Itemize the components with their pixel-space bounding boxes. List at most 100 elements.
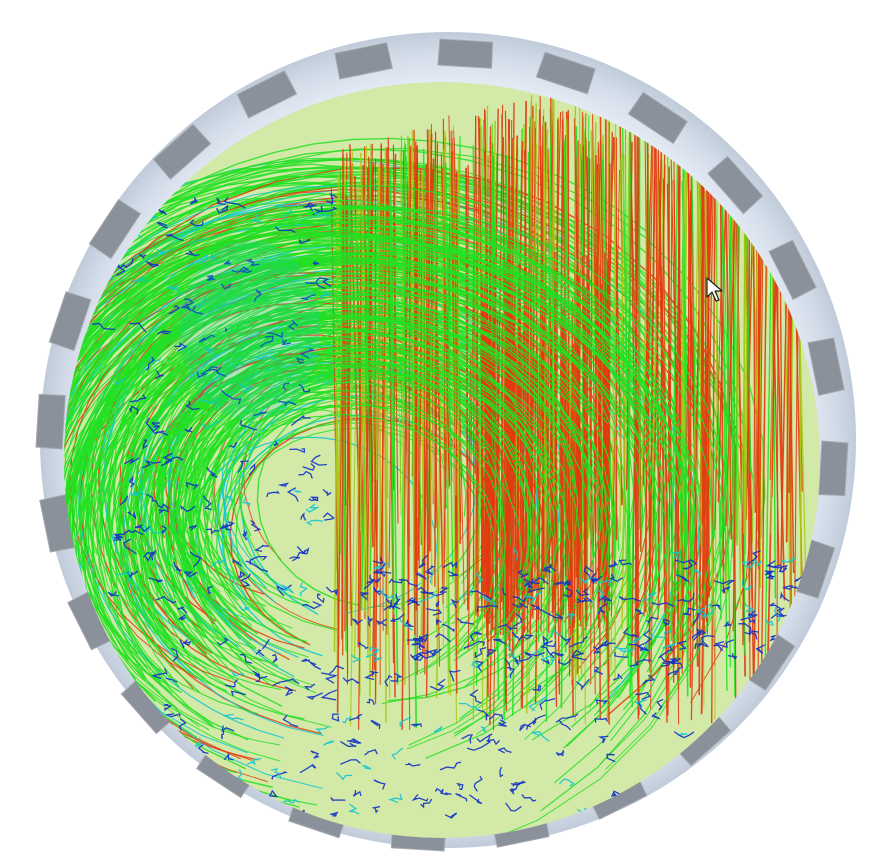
streamline-turbulent <box>770 613 790 619</box>
streamline-turbulent <box>523 595 536 605</box>
streamline-swirl-bright <box>170 390 507 674</box>
streamline-turbulent <box>278 400 297 406</box>
streamline-turbulent <box>594 666 604 675</box>
streamline-turbulent <box>766 560 781 568</box>
housing-tooth <box>236 70 298 119</box>
streamline-vertical <box>732 193 737 558</box>
streamline-turbulent <box>776 607 785 618</box>
streamline-turbulent <box>217 637 229 646</box>
streamline-swirl-bright <box>64 256 571 609</box>
streamline-turbulent <box>365 653 383 662</box>
streamline-turbulent <box>155 222 168 229</box>
streamline-turbulent <box>418 593 438 603</box>
streamline-turbulent <box>256 355 279 362</box>
streamline-vertical <box>691 148 697 480</box>
streamline-vertical <box>752 199 763 713</box>
streamline-turbulent <box>405 597 421 606</box>
streamline-turbulent <box>593 640 608 651</box>
streamline-turbulent <box>435 633 451 643</box>
streamline-turbulent <box>197 744 209 754</box>
streamline-swirl-bright <box>93 259 621 540</box>
streamline-vertical <box>734 184 740 543</box>
streamline-turbulent <box>205 347 214 355</box>
streamline-swirl-bright <box>134 290 603 567</box>
housing-tooth <box>818 440 849 497</box>
streamline-turbulent <box>741 579 753 591</box>
streamline-turbulent <box>746 550 761 566</box>
streamline-vertical <box>711 143 716 724</box>
streamline-swirl-bright <box>64 307 595 627</box>
streamline-turbulent <box>532 717 537 726</box>
streamline-turbulent <box>426 608 443 616</box>
streamline-turbulent <box>250 805 258 815</box>
streamline-swirl-bright <box>190 382 489 641</box>
streamline-turbulent <box>367 616 373 627</box>
streamline-turbulent <box>352 790 362 797</box>
streamline-turbulent <box>123 529 144 535</box>
streamline-turbulent <box>282 382 290 391</box>
streamline-turbulent <box>738 623 759 633</box>
streamline-turbulent <box>754 559 762 567</box>
streamline-vertical <box>721 178 731 479</box>
streamline-turbulent <box>439 761 462 771</box>
streamline-turbulent <box>320 689 338 701</box>
streamline-swirl-bright <box>64 225 585 601</box>
streamline-turbulent <box>284 686 294 697</box>
streamline-turbulent <box>250 520 262 532</box>
streamline-swirl-bright <box>64 206 731 709</box>
streamline-turbulent <box>124 457 140 465</box>
streamline-turbulent <box>293 489 302 493</box>
streamline-turbulent <box>164 776 174 783</box>
streamline-turbulent <box>499 766 504 778</box>
streamline-turbulent <box>550 629 561 638</box>
streamline-turbulent <box>474 647 487 659</box>
streamline-turbulent <box>178 718 187 731</box>
streamline-turbulent <box>606 753 616 763</box>
streamline-turbulent <box>272 678 300 686</box>
streamline-vertical <box>562 145 571 677</box>
streamline-turbulent <box>286 487 299 502</box>
streamline-turbulent <box>237 570 246 579</box>
streamline-swirl-bright <box>192 404 523 674</box>
streamline-turbulent <box>476 604 498 613</box>
streamline-turbulent <box>305 519 324 526</box>
streamline-turbulent <box>512 546 518 561</box>
streamline-vertical <box>559 119 564 505</box>
streamline-turbulent <box>281 339 291 346</box>
streamline-turbulent <box>236 769 243 781</box>
streamline-turbulent <box>370 719 381 730</box>
streamline-turbulent <box>480 726 486 734</box>
streamline-turbulent <box>336 772 353 781</box>
streamline-turbulent <box>583 565 593 580</box>
streamline-turbulent <box>277 482 290 488</box>
streamline-turbulent <box>618 559 632 566</box>
streamline-turbulent <box>497 747 512 754</box>
streamline-turbulent <box>435 618 442 626</box>
streamline-turbulent <box>220 730 225 740</box>
streamline-vertical <box>634 126 640 716</box>
streamline-turbulent <box>455 793 468 802</box>
streamline-vertical <box>701 159 705 526</box>
streamline-turbulent <box>145 549 157 562</box>
streamline-swirl-bright <box>64 239 559 766</box>
streamline-turbulent <box>248 463 256 476</box>
streamline-turbulent <box>274 226 296 233</box>
streamline-vertical <box>703 170 713 491</box>
streamline-turbulent <box>115 572 131 576</box>
housing-tooth <box>152 123 212 180</box>
streamline-turbulent <box>404 618 414 628</box>
streamline-vertical <box>681 190 692 675</box>
streamline-turbulent <box>531 731 550 742</box>
streamline-turbulent <box>373 562 390 570</box>
streamline-swirl-bright <box>164 326 558 672</box>
streamline-swirl-bright <box>64 232 669 582</box>
streamline-turbulent <box>224 679 238 688</box>
streamline-swirl <box>69 272 422 684</box>
streamline-turbulent <box>189 196 199 205</box>
streamline-turbulent <box>747 610 758 619</box>
streamline-turbulent <box>429 678 446 691</box>
streamline-core <box>475 313 479 616</box>
streamline-turbulent <box>322 489 332 497</box>
streamline-vertical <box>700 150 712 715</box>
